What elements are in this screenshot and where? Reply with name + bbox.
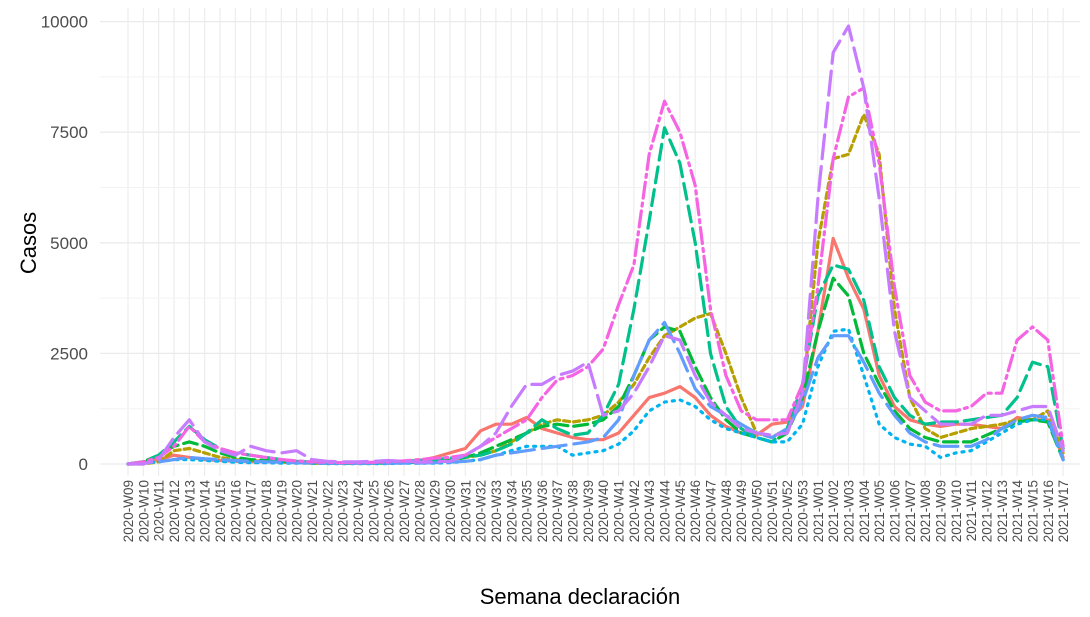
x-tick-label: 2020-W09 <box>121 480 136 542</box>
x-tick-label: 2020-W18 <box>259 480 274 542</box>
x-tick-label: 2021-W13 <box>995 480 1010 542</box>
x-tick-label: 2020-W38 <box>566 480 581 542</box>
x-tick-label: 2020-W33 <box>489 480 504 542</box>
x-tick-label: 2021-W17 <box>1056 480 1071 542</box>
x-tick-label: 2020-W14 <box>198 480 213 543</box>
x-tick-label: 2020-W52 <box>780 480 795 542</box>
x-tick-label: 2021-W10 <box>949 480 964 542</box>
x-tick-label: 2020-W29 <box>428 480 443 542</box>
x-axis-title: Semana declaración <box>480 584 681 609</box>
x-tick-label: 2020-W41 <box>612 480 627 542</box>
x-tick-label: 2021-W05 <box>872 480 887 542</box>
x-tick-label: 2020-W32 <box>474 480 489 542</box>
x-tick-label: 2021-W14 <box>1010 480 1025 543</box>
x-tick-label: 2020-W47 <box>704 480 719 542</box>
x-tick-label: 2020-W43 <box>642 480 657 542</box>
y-axis-ticks: 0 2500 5000 7500 10000 <box>41 13 88 474</box>
x-tick-label: 2021-W12 <box>979 480 994 542</box>
x-tick-label: 2020-W23 <box>336 480 351 542</box>
y-tick-label: 10000 <box>41 13 88 32</box>
x-tick-label: 2020-W15 <box>213 480 228 542</box>
x-tick-label: 2020-W36 <box>535 480 550 542</box>
x-tick-label: 2021-W04 <box>857 480 872 543</box>
x-tick-label: 2021-W15 <box>1025 480 1040 542</box>
x-tick-label: 2020-W13 <box>182 480 197 542</box>
x-tick-label: 2020-W22 <box>320 480 335 542</box>
x-tick-label: 2020-W12 <box>167 480 182 542</box>
series-line-7 <box>126 86 1065 466</box>
x-tick-label: 2020-W26 <box>382 480 397 542</box>
series-line-8 <box>126 24 1065 466</box>
x-tick-label: 2020-W37 <box>550 480 565 542</box>
series-line-2 <box>126 112 1065 466</box>
x-axis-ticks: 2020-W09 2020-W10 2020-W11 2020-W12 2020-W13… <box>121 480 1071 543</box>
x-tick-label: 2020-W19 <box>274 480 289 542</box>
x-tick-label: 2021-W11 <box>964 480 979 541</box>
x-tick-label: 2020-W25 <box>366 480 381 542</box>
x-tick-label: 2020-W45 <box>673 480 688 542</box>
x-tick-label: 2020-W20 <box>290 480 305 542</box>
x-tick-label: 2020-W51 <box>765 480 780 542</box>
x-tick-label: 2020-W34 <box>504 480 519 543</box>
series-line-4 <box>126 126 1065 466</box>
x-tick-label: 2020-W39 <box>581 480 596 542</box>
y-tick-label: 7500 <box>50 123 88 142</box>
x-tick-label: 2020-W50 <box>750 480 765 542</box>
x-tick-label: 2020-W48 <box>719 480 734 542</box>
x-tick-label: 2020-W49 <box>734 480 749 542</box>
y-tick-label: 0 <box>79 455 88 474</box>
y-tick-label: 2500 <box>50 344 88 363</box>
series-line-5 <box>126 327 1065 466</box>
x-tick-label: 2020-W10 <box>136 480 151 542</box>
x-tick-label: 2021-W08 <box>918 480 933 542</box>
y-axis-title: Casos <box>16 212 41 274</box>
x-tick-label: 2021-W16 <box>1041 480 1056 542</box>
x-tick-label: 2020-W31 <box>458 480 473 542</box>
x-tick-label: 2020-W21 <box>305 480 320 542</box>
x-tick-label: 2020-W27 <box>397 480 412 542</box>
x-tick-label: 2020-W24 <box>351 480 366 543</box>
x-tick-label: 2021-W03 <box>842 480 857 542</box>
x-tick-label: 2021-W01 <box>811 480 826 542</box>
x-tick-label: 2020-W17 <box>244 480 259 542</box>
x-tick-label: 2020-W46 <box>688 480 703 542</box>
series-line-3 <box>126 276 1065 466</box>
y-tick-label: 5000 <box>50 234 88 253</box>
x-tick-label: 2020-W30 <box>443 480 458 542</box>
x-tick-label: 2020-W40 <box>596 480 611 542</box>
series-line-1 <box>126 236 1065 466</box>
x-tick-label: 2020-W16 <box>228 480 243 542</box>
series-line-6 <box>126 320 1065 466</box>
x-tick-label: 2020-W11 <box>152 480 167 541</box>
x-tick-label: 2020-W44 <box>658 480 673 543</box>
x-tick-label: 2021-W09 <box>933 480 948 542</box>
series-layer <box>126 24 1065 466</box>
x-tick-label: 2020-W28 <box>412 480 427 542</box>
x-tick-label: 2021-W02 <box>826 480 841 542</box>
x-tick-label: 2021-W06 <box>888 480 903 542</box>
x-tick-label: 2020-W53 <box>796 480 811 542</box>
x-tick-label: 2021-W07 <box>903 480 918 542</box>
x-tick-label: 2020-W35 <box>520 480 535 542</box>
x-tick-label: 2020-W42 <box>627 480 642 542</box>
